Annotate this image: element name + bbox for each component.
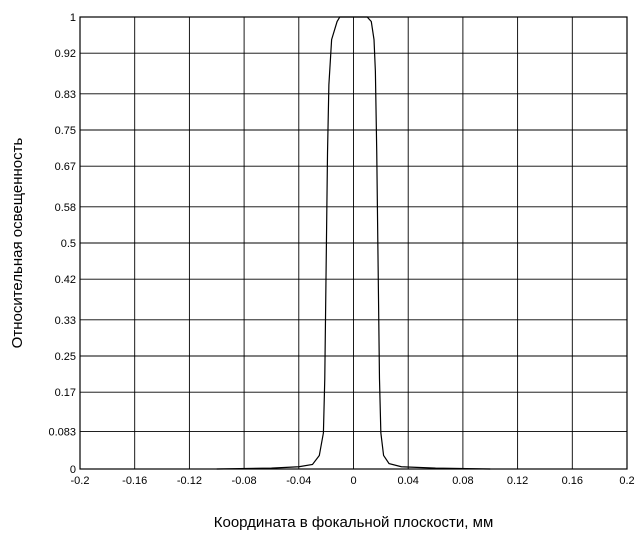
y-tick-label: 0.42 xyxy=(55,274,76,286)
y-tick-label: 0.25 xyxy=(55,351,76,363)
y-tick-label: 0.92 xyxy=(55,48,76,60)
y-axis-label: Относительная освещенность xyxy=(9,137,26,348)
tick-labels: -0.2 -0.16 -0.12 -0.08 -0.04 0 0.04 0.08 0.12 0.1… xyxy=(48,12,634,487)
x-tick-label: -0.2 xyxy=(71,475,90,487)
y-tick-label: 0.5 xyxy=(61,238,76,250)
y-tick-label: 0.17 xyxy=(55,387,76,399)
x-tick-label: -0.04 xyxy=(286,475,311,487)
x-tick-label: 0.08 xyxy=(452,475,473,487)
x-axis-label: Координата в фокальной плоскости, мм xyxy=(214,514,494,531)
x-tick-label: -0.12 xyxy=(177,475,202,487)
y-tick-label: 0 xyxy=(70,464,76,476)
y-tick-label: 0.75 xyxy=(55,125,76,137)
series-line xyxy=(216,16,491,470)
grid xyxy=(79,16,628,470)
y-tick-label: 0.83 xyxy=(55,89,76,101)
y-tick-label: 0.33 xyxy=(55,315,76,327)
x-tick-label: 0.04 xyxy=(397,475,418,487)
y-tick-label: 0.083 xyxy=(48,426,76,438)
y-tick-label: 0.67 xyxy=(55,161,76,173)
y-tick-label: 1 xyxy=(70,12,76,24)
x-tick-label: -0.16 xyxy=(122,475,147,487)
y-tick-label: 0.58 xyxy=(55,202,76,214)
x-tick-label: 0.12 xyxy=(507,475,528,487)
x-tick-label: -0.08 xyxy=(232,475,257,487)
x-tick-label: 0.16 xyxy=(562,475,583,487)
x-tick-label: 0 xyxy=(350,475,356,487)
x-tick-label: 0.2 xyxy=(619,475,634,487)
